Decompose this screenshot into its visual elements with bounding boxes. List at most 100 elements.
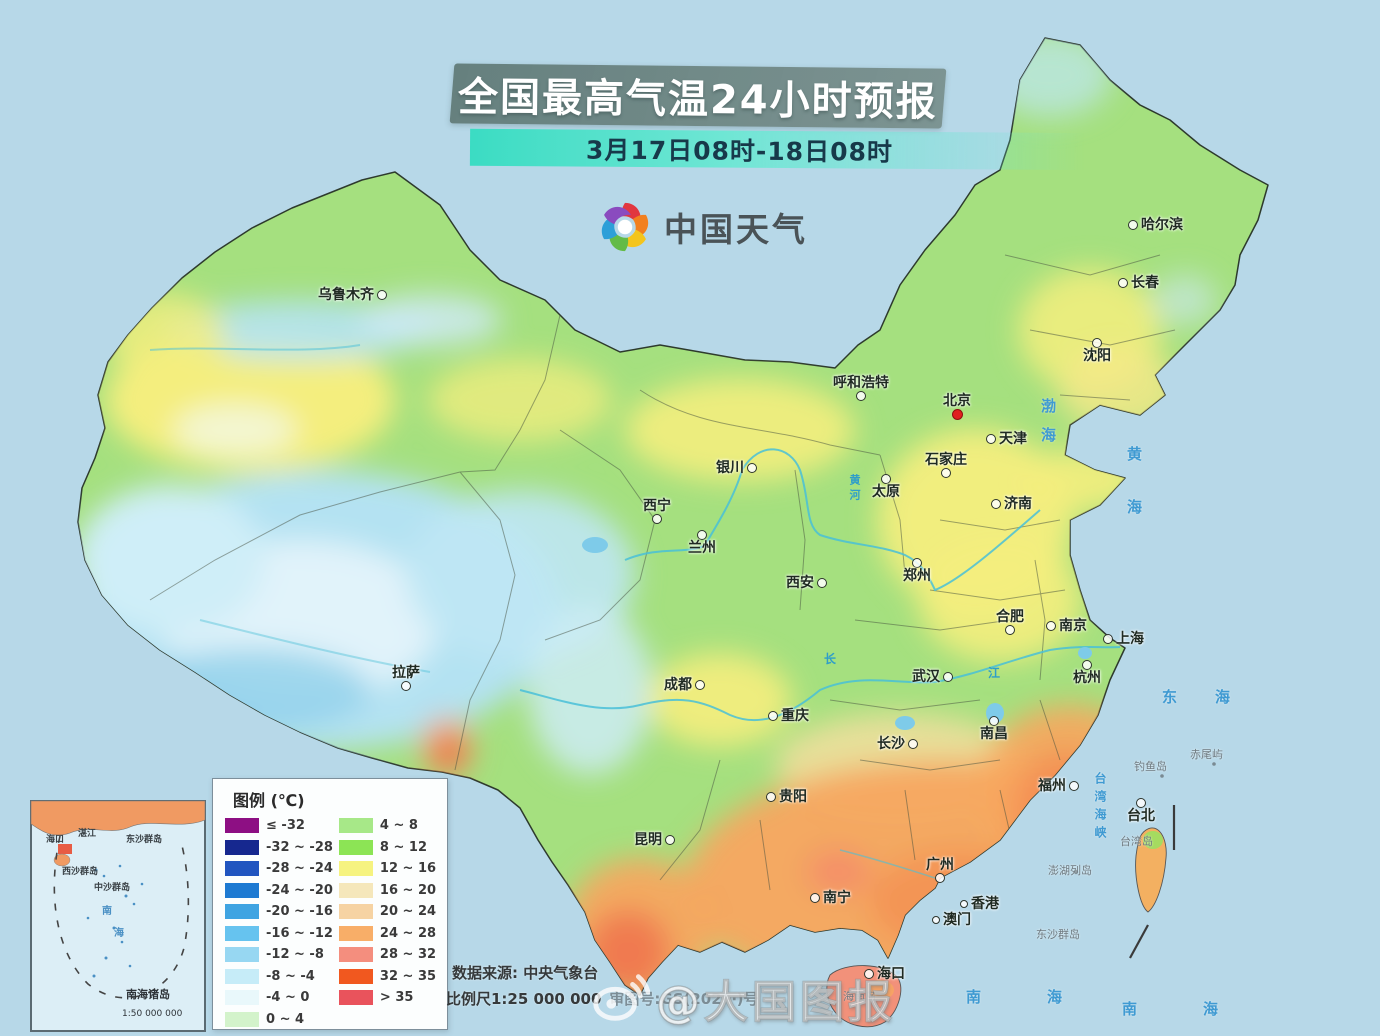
legend-row: 20 ~ 24 xyxy=(338,901,436,923)
city-marker xyxy=(1118,278,1128,288)
city-marker xyxy=(810,893,820,903)
city-nanning: 南宁 xyxy=(810,891,851,905)
legend-swatch xyxy=(338,861,373,877)
city-marker xyxy=(943,672,953,682)
sea-label-south-china-sea: 南海 xyxy=(966,988,1129,1006)
city-guiyang: 贵阳 xyxy=(766,790,807,804)
city-beijing: 北京 xyxy=(943,394,971,420)
legend-swatch xyxy=(225,947,259,963)
inset-title: 南海诸岛 xyxy=(126,987,170,1001)
city-marker xyxy=(817,578,827,588)
legend-swatch xyxy=(225,968,259,984)
legend-swatch xyxy=(225,882,259,898)
city-marker xyxy=(881,474,891,484)
inset-label-zhongsha: 中沙群岛 xyxy=(94,881,130,893)
inset-label-zhanjiang: 湛江 xyxy=(78,827,96,839)
city-marker xyxy=(377,290,387,300)
legend-row: -12 ~ -8 xyxy=(225,944,333,966)
legend-row: -28 ~ -24 xyxy=(225,858,333,880)
legend-row: -32 ~ -28 xyxy=(225,837,333,859)
city-xining: 西宁 xyxy=(643,499,671,524)
island-label-hainan: 海南岛 xyxy=(843,990,876,1003)
city-fuzhou: 福州 xyxy=(1038,779,1079,793)
sea-label-yellow-sea: 黄海 xyxy=(1125,446,1143,552)
pinwheel-logo-icon xyxy=(601,202,649,252)
legend-swatch xyxy=(225,839,259,855)
city-marker xyxy=(1103,634,1113,644)
title-banner: 全国最高气温24小时预报 xyxy=(449,63,947,129)
legend-row: 32 ~ 35 xyxy=(338,966,436,988)
city-marker xyxy=(908,739,918,749)
boundary-ticks xyxy=(1129,805,1176,959)
city-taipei: 台北 xyxy=(1127,798,1155,823)
lakes xyxy=(582,537,1092,730)
city-marker xyxy=(932,916,940,924)
sea-label-south-china-sea-2: 南海 xyxy=(1122,1000,1285,1018)
sea-label-east-china-sea: 东海 xyxy=(1162,688,1269,706)
legend-swatch xyxy=(225,990,259,1006)
city-marker xyxy=(912,558,922,568)
city-hefei: 合肥 xyxy=(996,610,1024,635)
inset-label-dongsha: 东沙群岛 xyxy=(126,833,162,845)
city-macau: 澳门 xyxy=(932,913,971,927)
inset-label-nan: 南 xyxy=(102,904,112,917)
city-marker xyxy=(1069,781,1079,791)
inset-map: 海口 湛江 东沙群岛 西沙群岛 中沙群岛 南 海 南海诸岛 1:50 000 0… xyxy=(30,800,206,1032)
province-borders xyxy=(149,254,1176,891)
weibo-watermark: @大国图报 xyxy=(588,966,896,1030)
sea-label-taiwan-strait: 台湾海峡 xyxy=(1093,772,1107,844)
beijing-marker xyxy=(951,409,963,420)
city-nanjing: 南京 xyxy=(1046,619,1087,633)
legend-row: 16 ~ 20 xyxy=(338,880,436,902)
legend-row: 0 ~ 4 xyxy=(225,1009,333,1031)
legend-swatch xyxy=(338,818,373,834)
city-marker xyxy=(986,434,996,444)
taiwan-island xyxy=(1135,827,1167,913)
map-approval-number: 审图号:GS(202⋯)号 xyxy=(609,990,759,1008)
legend-row: 24 ~ 28 xyxy=(338,923,436,945)
legend-swatch xyxy=(338,947,373,963)
inset-label-haikou: 海口 xyxy=(46,833,64,845)
legend-swatch xyxy=(338,925,373,941)
city-marker xyxy=(766,792,776,802)
legend-row: ≤ -32 xyxy=(225,815,333,837)
city-urumqi: 乌鲁木齐 xyxy=(318,288,387,302)
rivers xyxy=(149,344,1121,879)
legend-row: -8 ~ -4 xyxy=(225,966,333,988)
legend-row: > 35 xyxy=(338,987,436,1009)
city-marker xyxy=(935,873,945,883)
city-marker xyxy=(1092,338,1102,348)
city-marker xyxy=(697,530,707,540)
legend-swatch xyxy=(338,839,373,855)
forecast-period: 3月17日08时-18日08时 xyxy=(585,135,894,167)
legend-row: 8 ~ 12 xyxy=(338,837,436,859)
city-hongkong: 香港 xyxy=(960,897,999,911)
city-lhasa: 拉萨 xyxy=(392,666,420,691)
legend-row: 4 ~ 8 xyxy=(338,815,436,837)
city-kunming: 昆明 xyxy=(634,833,675,847)
weibo-icon xyxy=(593,974,650,1021)
legend-swatch xyxy=(338,882,373,898)
inset-label-hai: 海 xyxy=(114,926,124,939)
inset-scale: 1:50 000 000 xyxy=(122,1009,183,1019)
city-marker xyxy=(1136,798,1146,808)
city-hohhot: 呼和浩特 xyxy=(833,376,889,401)
city-chengdu: 成都 xyxy=(664,678,705,692)
city-marker xyxy=(864,969,874,979)
city-marker xyxy=(991,499,1001,509)
sea-label-bohai: 渤海 xyxy=(1039,398,1057,456)
data-source-text: 数据来源: 中央气象台 xyxy=(452,964,599,982)
city-marker xyxy=(768,711,778,721)
city-marker xyxy=(652,514,662,524)
legend-swatch xyxy=(338,904,373,920)
small-islands xyxy=(1073,762,1216,875)
island-label-chiwei: 赤尾屿 xyxy=(1190,748,1223,761)
legend-box: 图例 (℃) ≤ -32 -32 ~ -28 -28 ~ -24 -24 ~ -… xyxy=(212,778,448,1030)
city-marker xyxy=(1046,621,1056,631)
city-marker xyxy=(960,900,968,908)
city-chongqing: 重庆 xyxy=(768,709,809,723)
city-jinan: 济南 xyxy=(991,497,1032,511)
city-marker xyxy=(941,468,951,478)
city-shijiazhuang: 石家庄 xyxy=(925,453,967,478)
city-tianjin: 天津 xyxy=(986,432,1027,446)
